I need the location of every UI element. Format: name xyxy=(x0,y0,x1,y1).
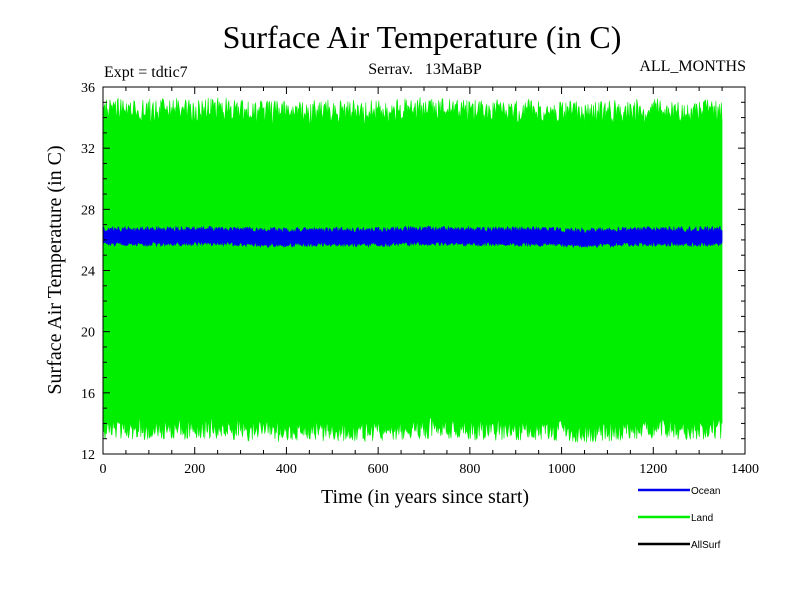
y-tick-label: 28 xyxy=(81,203,95,218)
y-axis-label: Surface Air Temperature (in C) xyxy=(44,145,66,394)
y-tick-label: 32 xyxy=(81,142,95,157)
x-tick-label: 200 xyxy=(184,462,205,477)
axes: 0 200 400 600 800 1000 1200 1400 12 16 20 24 28 32 36 xyxy=(81,81,759,477)
x-tick-label: 1000 xyxy=(548,462,576,477)
legend-label-ocean: Ocean xyxy=(691,486,720,497)
x-tick-label: 600 xyxy=(368,462,389,477)
y-tick-label: 12 xyxy=(81,448,95,463)
legend: Ocean Land AllSurf xyxy=(638,486,721,551)
y-tick-label: 36 xyxy=(81,81,95,96)
legend-label-allsurf: AllSurf xyxy=(691,540,721,551)
period-label: Serrav. 13MaBP xyxy=(368,61,482,78)
y-tick-label: 20 xyxy=(81,326,95,341)
x-tick-label: 1200 xyxy=(639,462,667,477)
experiment-label: Expt = tdtic7 xyxy=(104,64,188,81)
series-land-band xyxy=(102,97,723,443)
series-ocean-band xyxy=(102,225,723,249)
months-label: ALL_MONTHS xyxy=(639,58,746,75)
x-tick-label: 0 xyxy=(100,462,107,477)
chart-title: Surface Air Temperature (in C) xyxy=(223,19,622,55)
x-tick-label: 1400 xyxy=(731,462,759,477)
x-tick-label: 800 xyxy=(459,462,480,477)
legend-label-land: Land xyxy=(691,513,713,524)
plot-area xyxy=(102,97,723,443)
x-tick-label: 400 xyxy=(276,462,297,477)
x-axis-label: Time (in years since start) xyxy=(321,486,529,508)
y-tick-label: 16 xyxy=(81,387,95,402)
y-tick-label: 24 xyxy=(81,265,95,280)
